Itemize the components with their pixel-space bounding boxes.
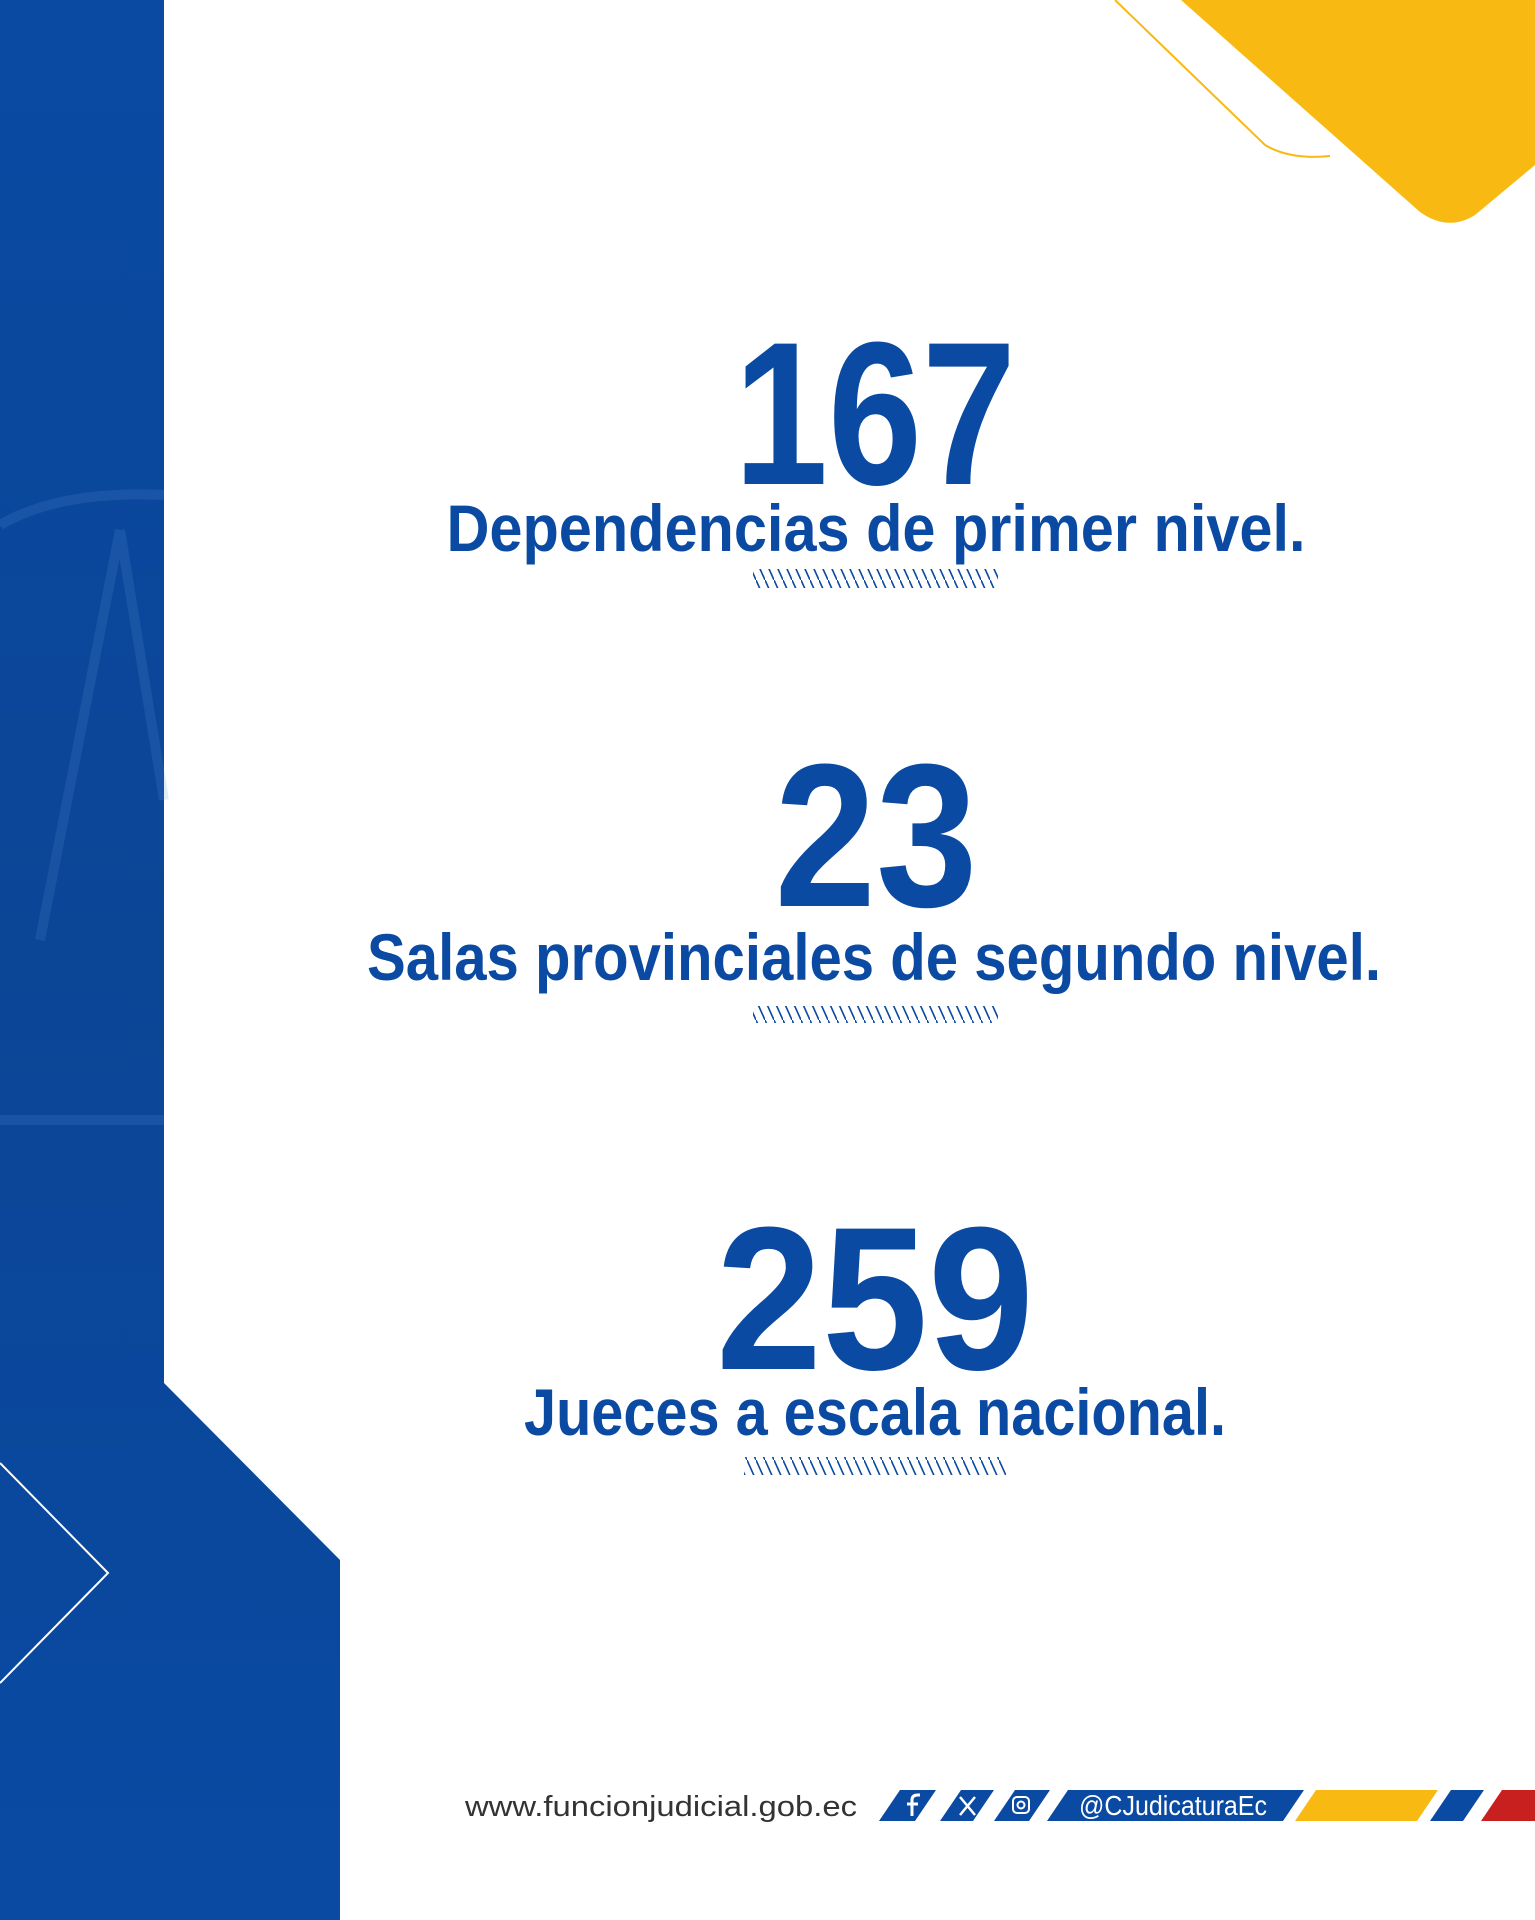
stat-number: 167 [734, 300, 1016, 528]
left-panel [0, 0, 340, 1920]
yellow-line [1114, 0, 1331, 158]
instagram-icon [1012, 1796, 1030, 1814]
stripe-red [1481, 1790, 1535, 1821]
hatch-divider [753, 569, 998, 588]
yellow-corner [1181, 0, 1535, 223]
hatch-divider [744, 1457, 1006, 1475]
stat-number: 23 [775, 722, 978, 950]
social-handle[interactable]: @CJudicaturaEc [1079, 1790, 1267, 1821]
x-icon [959, 1796, 976, 1816]
facebook-icon [907, 1793, 920, 1816]
stat-number: 259 [716, 1185, 1034, 1413]
handle-bar [1047, 1790, 1304, 1821]
stripe-yellow [1295, 1790, 1438, 1821]
scale-chain [35, 529, 169, 941]
stripe-blue [1430, 1790, 1484, 1821]
stat-label: Dependencias de primer nivel. [447, 491, 1306, 565]
chevron [0, 1462, 110, 1684]
scale-beam [0, 489, 165, 530]
instagram-lens [1016, 1800, 1026, 1810]
hatch-divider [753, 1006, 998, 1023]
stat-label: Jueces a escala nacional. [524, 1375, 1226, 1449]
scale-silhouette [0, 489, 169, 1125]
stat-label: Salas provinciales de segundo nivel. [367, 920, 1381, 994]
social-instagram[interactable] [994, 1790, 1050, 1821]
website[interactable]: www.funcionjudicial.gob.ec [464, 1791, 857, 1823]
